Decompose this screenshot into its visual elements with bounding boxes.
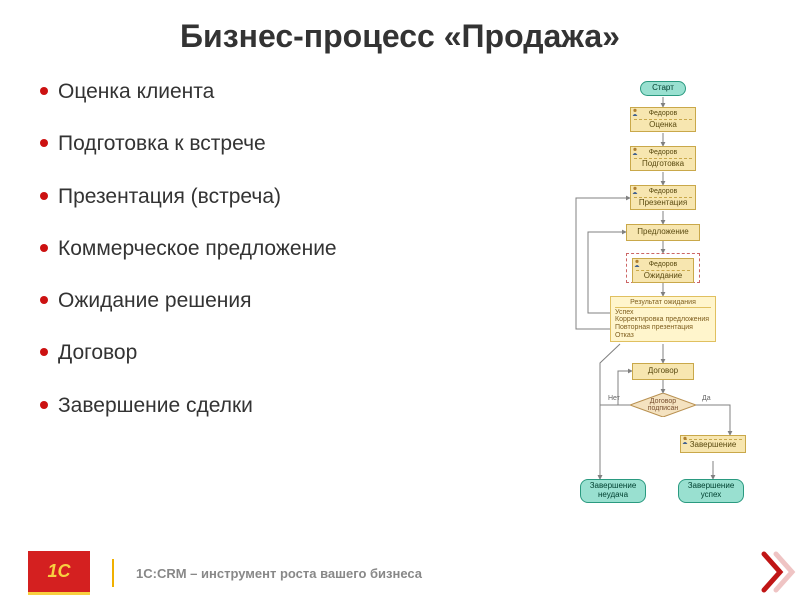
- flow-step-plain: Предложение: [626, 224, 700, 241]
- flow-edge-label: Да: [702, 395, 711, 402]
- bullet-item: Ожидание решения: [40, 288, 480, 314]
- bullet-item: Презентация (встреча): [40, 184, 480, 210]
- content-row: Оценка клиента Подготовка к встрече Презен…: [0, 55, 800, 553]
- flow-step: ФедоровОценка: [630, 107, 696, 132]
- flow-wait: ФедоровОжидание: [626, 253, 700, 283]
- flow-step-plain: Договор: [632, 363, 694, 380]
- bullet-item: Договор: [40, 340, 480, 366]
- bullet-item: Оценка клиента: [40, 79, 480, 105]
- logo-1c: 1С: [28, 551, 90, 595]
- flow-edge-label: Нет: [608, 395, 620, 402]
- flow-terminal: Завершение неудача: [580, 479, 646, 503]
- bullet-item: Подготовка к встрече: [40, 131, 480, 157]
- bullet-list: Оценка клиента Подготовка к встрече Презен…: [40, 73, 480, 553]
- flow-result: Результат ожиданияУспехКорректировка пре…: [610, 296, 716, 342]
- flow-step: ФедоровПодготовка: [630, 146, 696, 171]
- flow-terminal: Старт: [640, 81, 686, 96]
- bullet-item: Завершение сделки: [40, 393, 480, 419]
- flow-terminal: Завершение успех: [678, 479, 744, 503]
- page-title: Бизнес-процесс «Продажа»: [0, 0, 800, 55]
- footer-separator: [112, 559, 114, 587]
- flow-decision: Договор подписан: [630, 393, 696, 417]
- flow-step: ФедоровПрезентация: [630, 185, 696, 210]
- flowchart: Старт ФедоровОценка ФедоровПодготовка Федор…: [480, 73, 780, 553]
- bullet-item: Коммерческое предложение: [40, 236, 480, 262]
- next-chevron-icon: [760, 550, 796, 594]
- flow-step: Завершение: [680, 435, 746, 453]
- footer-text: 1С:CRM – инструмент роста вашего бизнеса: [136, 566, 422, 581]
- footer: 1С 1С:CRM – инструмент роста вашего бизн…: [0, 546, 800, 600]
